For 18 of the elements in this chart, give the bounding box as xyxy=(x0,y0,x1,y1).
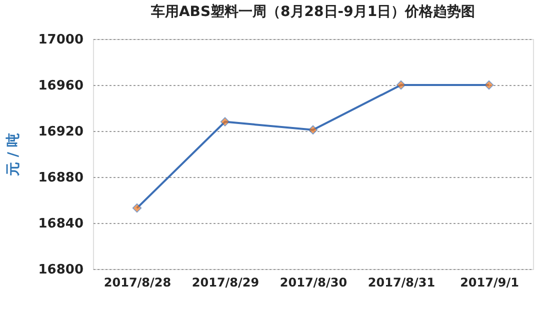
y-tick-label: 17000 xyxy=(38,32,84,48)
point xyxy=(396,80,406,90)
x-tick-label: 2017/9/1 xyxy=(460,276,519,290)
x-tick-label: 2017/8/28 xyxy=(104,276,172,290)
y-axis-title: 元 / 吨 xyxy=(5,133,22,177)
y-tick-label: 16800 xyxy=(38,262,84,278)
y-tick-label: 16920 xyxy=(38,124,84,140)
x-tick-label: 2017/8/31 xyxy=(368,276,436,290)
y-tick-label: 16960 xyxy=(38,78,84,94)
point xyxy=(484,80,494,90)
x-tick-label: 2017/8/30 xyxy=(280,276,348,290)
x-tick-label: 2017/8/29 xyxy=(192,276,260,290)
point xyxy=(308,125,318,134)
point xyxy=(220,117,230,126)
y-tick-label: 16880 xyxy=(38,170,84,186)
point xyxy=(132,203,142,213)
chart-title: 车用ABS塑料一周（8月28日-9月1日）价格趋势图 xyxy=(150,3,476,20)
y-tick-label: 16840 xyxy=(38,216,84,232)
